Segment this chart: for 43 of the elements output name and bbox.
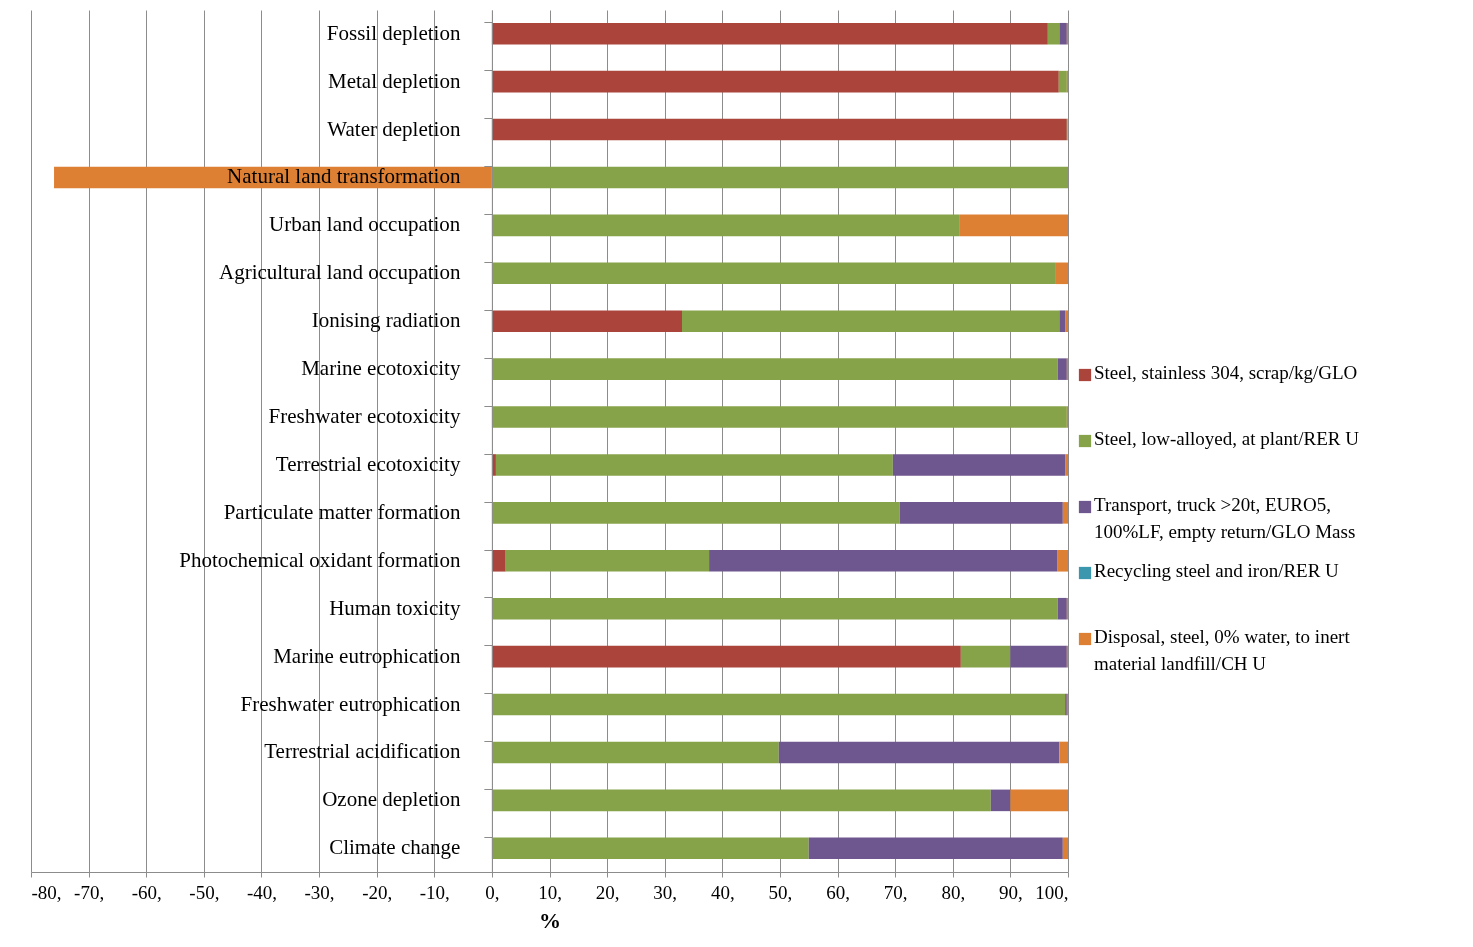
y-tick-label: Ozone depletion [322, 787, 461, 812]
x-tick-label: -20, [362, 881, 393, 903]
legend-label: Disposal, steel, 0% water, to inert material landfill/CH U [1094, 626, 1351, 674]
y-tick-label: Natural land transformation [227, 164, 461, 189]
x-tick-label: 0, [485, 881, 500, 903]
legend-label: Steel, stainless 304, scrap/kg/GLO [1094, 362, 1358, 383]
y-tick-label: Marine ecotoxicity [301, 356, 461, 381]
x-tick-label: 90, [999, 881, 1023, 903]
y-tick-label: Urban land occupation [269, 212, 461, 237]
x-tick-label: 60, [826, 881, 850, 903]
legend-label: Recycling steel and iron/RER U [1094, 560, 1340, 581]
x-axis-title: % [539, 907, 561, 933]
x-tick-label: 40, [710, 881, 735, 903]
x-tick-label: 80, [941, 881, 966, 903]
legend-label: Transport, truck >20t, EURO5, 100%LF, empty return/GLO Mass [1094, 494, 1356, 542]
y-tick-label: Freshwater ecotoxicity [268, 404, 461, 429]
x-tick-label: -70, [74, 881, 105, 903]
y-tick-label: Particulate matter formation [223, 499, 461, 524]
y-tick-label: Freshwater eutrophication [240, 691, 461, 716]
legend-label: Steel, low-alloyed, at plant/RER U [1094, 428, 1360, 449]
x-tick-label: 70, [883, 881, 908, 903]
x-tick-label: -50, [189, 881, 220, 903]
y-tick-label: Water depletion [327, 116, 461, 141]
x-tick-label: 10, [538, 881, 562, 903]
x-tick-label: -80, [31, 881, 62, 903]
y-tick-label: Marine eutrophication [273, 643, 461, 668]
y-tick-label: Terrestrial ecotoxicity [275, 451, 461, 476]
x-tick-label: 20, [595, 881, 620, 903]
x-tick-label: -60, [131, 881, 162, 903]
x-tick-label: 30, [653, 881, 678, 903]
y-tick-label: Human toxicity [329, 595, 461, 620]
x-tick-label: -30, [304, 881, 335, 903]
y-tick-label: Fossil depletion [326, 20, 461, 45]
y-tick-label: Photochemical oxidant formation [179, 547, 461, 572]
x-tick-label: -10, [419, 881, 450, 903]
x-tick-label: -40, [246, 881, 277, 903]
y-tick-label: Terrestrial acidification [264, 739, 461, 764]
y-tick-label: Metal depletion [328, 68, 461, 93]
y-tick-label: Agricultural land occupation [218, 260, 461, 285]
x-tick-label: 50, [768, 881, 793, 903]
x-tick-label: 100, [1035, 881, 1069, 903]
y-tick-label: Climate change [329, 835, 461, 860]
y-tick-label: Ionising radiation [311, 308, 461, 333]
